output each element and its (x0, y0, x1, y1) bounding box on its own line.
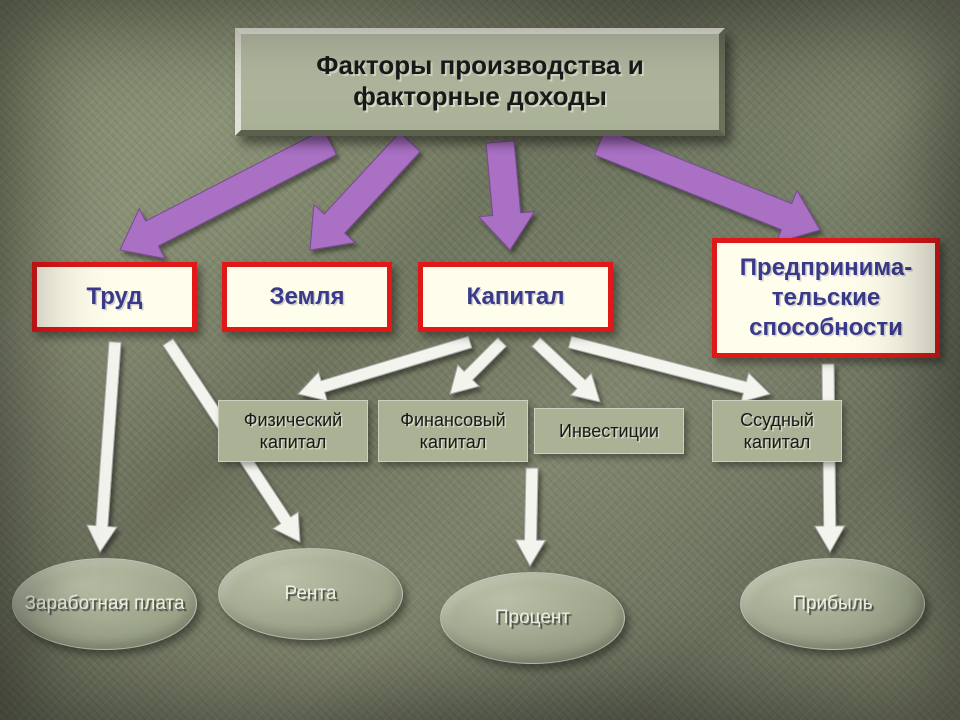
arrow-white (298, 336, 472, 401)
income-wage-label: Заработная плата (18, 593, 190, 616)
arrow-purple (595, 129, 820, 243)
income-rent: Рента (218, 548, 403, 640)
capital-financial-label: Финансовый капитал (379, 405, 527, 458)
capital-loan: Ссудный капитал (712, 400, 842, 462)
factor-labor-label: Труд (76, 282, 152, 312)
arrow-purple (120, 130, 336, 259)
diagram-stage: Факторы производства и факторные доходы … (0, 0, 960, 720)
arrow-white (516, 468, 546, 566)
income-interest-label: Процент (489, 607, 576, 630)
income-profit: Прибыль (740, 558, 925, 650)
arrow-white (87, 342, 121, 552)
income-profit-label: Прибыль (786, 593, 878, 616)
factor-land: Земля (222, 262, 392, 332)
capital-loan-label: Ссудный капитал (713, 405, 841, 458)
capital-investments: Инвестиции (534, 408, 684, 454)
arrow-purple (479, 141, 535, 250)
income-wage: Заработная плата (12, 558, 197, 650)
income-rent-label: Рента (279, 583, 343, 606)
factor-capital: Капитал (418, 262, 613, 332)
factor-entrepreneur: Предпринима- тельские способности (712, 238, 940, 358)
factor-land-label: Земля (259, 282, 354, 312)
factor-capital-label: Капитал (457, 282, 575, 312)
title-text: Факторы производства и факторные доходы (316, 50, 643, 111)
title-box: Факторы производства и факторные доходы (235, 28, 725, 136)
capital-financial: Финансовый капитал (378, 400, 528, 462)
capital-physical: Физический капитал (218, 400, 368, 462)
income-interest: Процент (440, 572, 625, 664)
capital-physical-label: Физический капитал (219, 405, 367, 458)
arrow-white (450, 338, 506, 394)
factor-entrepreneur-label: Предпринима- тельские способности (717, 253, 935, 343)
arrow-purple (310, 132, 420, 250)
factor-labor: Труд (32, 262, 197, 332)
capital-investments-label: Инвестиции (553, 416, 665, 447)
arrow-white (532, 338, 600, 402)
